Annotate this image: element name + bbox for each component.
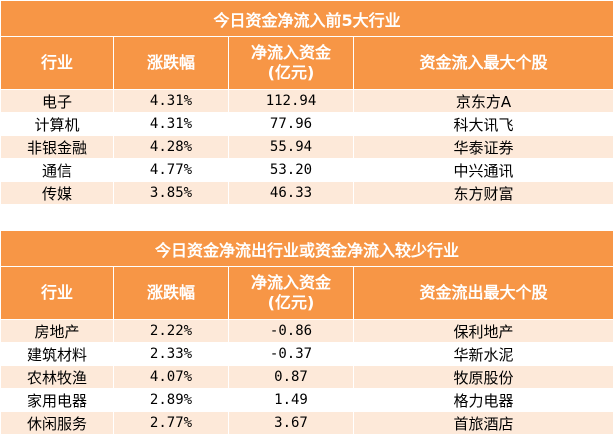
net-inflow-cell: 53.20 — [228, 158, 354, 182]
net-inflow-cell: -0.86 — [228, 319, 354, 343]
change-cell: 2.77% — [113, 411, 229, 435]
outflow-table: 今日资金净流出行业或资金净流入较少行业 行业 涨跌幅 净流入资金 (亿元) 资金… — [0, 230, 615, 435]
top-stock-cell: 东方财富 — [352, 181, 615, 205]
table-row: 农林牧渔 4.07% 0.87 牧原股份 — [0, 365, 615, 389]
column-header-top-stock: 资金流入最大个股 — [352, 36, 615, 90]
top-stock-cell: 格力电器 — [352, 388, 615, 412]
net-inflow-cell: -0.37 — [228, 342, 354, 366]
inflow-table-title: 今日资金净流入前5大行业 — [0, 0, 615, 37]
top-stock-cell: 首旅酒店 — [352, 411, 615, 435]
net-inflow-cell: 77.96 — [228, 112, 354, 136]
top-stock-cell: 华新水泥 — [352, 342, 615, 366]
top-stock-cell: 中兴通讯 — [352, 158, 615, 182]
industry-cell: 休闲服务 — [0, 411, 114, 435]
change-cell: 4.07% — [113, 365, 229, 389]
change-cell: 4.31% — [113, 89, 229, 113]
net-inflow-cell: 46.33 — [228, 181, 354, 205]
column-header-net-inflow: 净流入资金 (亿元) — [228, 36, 354, 90]
industry-cell: 农林牧渔 — [0, 365, 114, 389]
change-cell: 4.28% — [113, 135, 229, 159]
column-header-change: 涨跌幅 — [113, 36, 229, 90]
change-cell: 4.77% — [113, 158, 229, 182]
top-stock-cell: 京东方A — [352, 89, 615, 113]
top-stock-cell: 科大讯飞 — [352, 112, 615, 136]
industry-cell: 电子 — [0, 89, 114, 113]
column-header-top-stock: 资金流出最大个股 — [352, 266, 615, 320]
table-row: 非银金融 4.28% 55.94 华泰证券 — [0, 135, 615, 159]
industry-cell: 非银金融 — [0, 135, 114, 159]
table-row: 通信 4.77% 53.20 中兴通讯 — [0, 158, 615, 182]
industry-cell: 建筑材料 — [0, 342, 114, 366]
table-row: 休闲服务 2.77% 3.67 首旅酒店 — [0, 411, 615, 435]
change-cell: 2.22% — [113, 319, 229, 343]
net-inflow-cell: 3.67 — [228, 411, 354, 435]
net-inflow-cell: 112.94 — [228, 89, 354, 113]
change-cell: 2.33% — [113, 342, 229, 366]
industry-cell: 家用电器 — [0, 388, 114, 412]
column-header-industry: 行业 — [0, 36, 114, 90]
change-cell: 4.31% — [113, 112, 229, 136]
top-stock-cell: 保利地产 — [352, 319, 615, 343]
column-header-change: 涨跌幅 — [113, 266, 229, 320]
industry-cell: 房地产 — [0, 319, 114, 343]
outflow-table-title: 今日资金净流出行业或资金净流入较少行业 — [0, 230, 615, 267]
table-row: 传媒 3.85% 46.33 东方财富 — [0, 181, 615, 205]
industry-cell: 通信 — [0, 158, 114, 182]
top-stock-cell: 华泰证券 — [352, 135, 615, 159]
column-header-industry: 行业 — [0, 266, 114, 320]
inflow-table: 今日资金净流入前5大行业 行业 涨跌幅 净流入资金 (亿元) 资金流入最大个股 … — [0, 0, 615, 205]
industry-cell: 计算机 — [0, 112, 114, 136]
change-cell: 3.85% — [113, 181, 229, 205]
change-cell: 2.89% — [113, 388, 229, 412]
table-row: 计算机 4.31% 77.96 科大讯飞 — [0, 112, 615, 136]
net-inflow-cell: 0.87 — [228, 365, 354, 389]
table-row: 建筑材料 2.33% -0.37 华新水泥 — [0, 342, 615, 366]
top-stock-cell: 牧原股份 — [352, 365, 615, 389]
industry-cell: 传媒 — [0, 181, 114, 205]
table-row: 电子 4.31% 112.94 京东方A — [0, 89, 615, 113]
net-inflow-cell: 55.94 — [228, 135, 354, 159]
table-row: 家用电器 2.89% 1.49 格力电器 — [0, 388, 615, 412]
column-header-net-inflow: 净流入资金 (亿元) — [228, 266, 354, 320]
table-row: 房地产 2.22% -0.86 保利地产 — [0, 319, 615, 343]
net-inflow-cell: 1.49 — [228, 388, 354, 412]
